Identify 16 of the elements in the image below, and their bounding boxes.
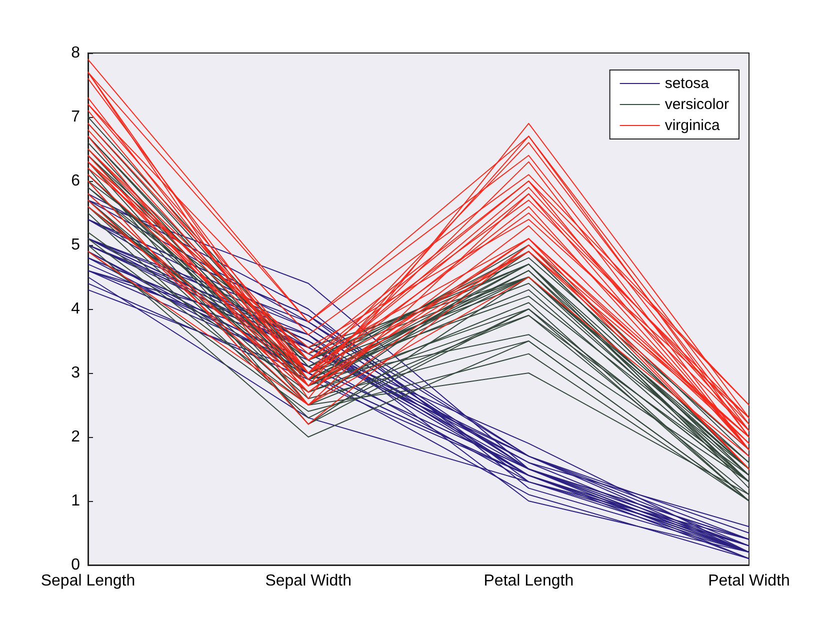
x-tick-label: Petal Width [708,572,790,590]
legend-label: versicolor [664,96,730,113]
y-tick-label: 3 [71,364,80,382]
y-tick-label: 1 [71,492,80,510]
y-tick-label: 2 [71,428,80,446]
y-tick-label: 6 [71,172,80,190]
y-tick-label: 5 [71,236,80,254]
legend-label: setosa [664,75,710,92]
y-tick-label: 4 [71,300,80,318]
y-tick-label: 7 [71,108,80,126]
legend-label: virginica [664,117,720,134]
x-tick-label: Sepal Length [40,572,136,590]
y-tick-label: 0 [71,556,80,574]
y-tick-label: 8 [71,44,80,62]
x-tick-label: Sepal Width [265,572,352,590]
x-tick-label: Petal Length [484,572,574,590]
